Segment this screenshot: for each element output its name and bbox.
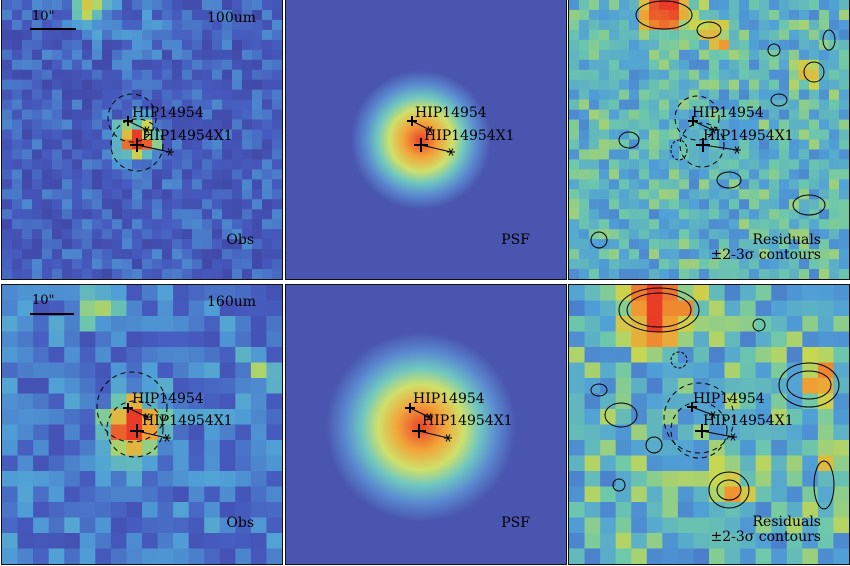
- panel-label-residuals: Residuals ±2-3σ contours: [710, 233, 821, 263]
- scale-bar-label: 10": [32, 9, 55, 24]
- panel-label-residuals: Residuals ±2-3σ contours: [710, 515, 821, 545]
- psf-panel-100um: HIP14954 HIP14954X1 PSF: [285, 0, 567, 280]
- psf-panel-160um: HIP14954 HIP14954X1 PSF: [285, 284, 567, 565]
- scale-bar-line: [30, 28, 76, 30]
- obs-panel-100um: 10" 100um HIP14954 HIP14954X1 Obs: [1, 0, 283, 280]
- source-label-primary: HIP14954: [413, 391, 485, 407]
- panel-label-obs: Obs: [226, 232, 254, 248]
- source-label-primary: HIP14954: [693, 391, 765, 407]
- panel-label-psf: PSF: [501, 232, 530, 248]
- source-label-secondary: HIP14954X1: [424, 128, 515, 144]
- obs-map-100um: [2, 0, 282, 279]
- obs-panel-160um: 10" 160um HIP14954 HIP14954X1 Obs: [1, 284, 283, 565]
- residuals-contour-note: ±2-3σ contours: [710, 529, 821, 545]
- obs-map-160um: [2, 285, 282, 564]
- scale-bar-label: 10": [32, 293, 55, 308]
- residual-map-100um: [569, 0, 849, 279]
- source-label-primary: HIP14954: [692, 105, 764, 121]
- band-label-100um: 100um: [207, 10, 257, 26]
- scale-bar-line: [30, 313, 74, 315]
- psf-map-160um: [286, 285, 566, 564]
- residuals-title: Residuals: [752, 514, 821, 530]
- psf-map-100um: [286, 0, 566, 279]
- source-label-primary: HIP14954: [132, 391, 204, 407]
- residuals-contour-note: ±2-3σ contours: [710, 247, 821, 263]
- residual-panel-160um: HIP14954 HIP14954X1 Residuals ±2-3σ cont…: [568, 284, 850, 565]
- residuals-title: Residuals: [752, 232, 821, 248]
- residual-panel-100um: HIP14954 HIP14954X1 Residuals ±2-3σ cont…: [568, 0, 850, 280]
- residual-map-160um: [569, 285, 849, 564]
- source-label-secondary: HIP14954X1: [142, 413, 233, 429]
- band-label-160um: 160um: [207, 294, 257, 310]
- source-label-secondary: HIP14954X1: [422, 413, 513, 429]
- source-label-secondary: HIP14954X1: [703, 413, 794, 429]
- panel-label-obs: Obs: [226, 515, 254, 531]
- panel-label-psf: PSF: [501, 515, 530, 531]
- source-label-primary: HIP14954: [415, 105, 487, 121]
- source-label-secondary: HIP14954X1: [703, 128, 794, 144]
- source-label-primary: HIP14954: [132, 105, 204, 121]
- source-label-secondary: HIP14954X1: [142, 128, 233, 144]
